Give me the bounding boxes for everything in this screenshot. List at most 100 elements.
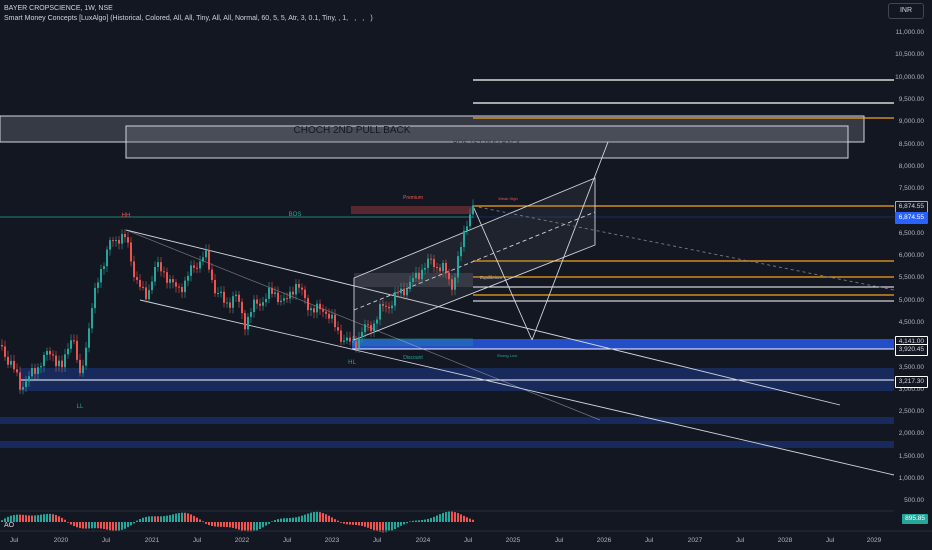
indicator-title[interactable]: Smart Money Concepts [LuxAlgo] (Historic… <box>4 15 373 22</box>
candle-body <box>397 292 399 294</box>
candle-body <box>307 298 309 311</box>
time-tick-label: 2021 <box>144 537 160 544</box>
time-tick-label: 2027 <box>687 537 703 544</box>
candle-body <box>358 337 360 348</box>
time-tick-label: Jul <box>735 537 745 544</box>
ao-bar <box>91 522 93 529</box>
time-tick-label: Jul <box>644 537 654 544</box>
candle-body <box>319 303 321 310</box>
candle-body <box>310 308 312 311</box>
candle-body <box>100 268 102 283</box>
currency-button[interactable]: INR <box>888 3 924 19</box>
candle-body <box>331 314 333 319</box>
time-tick-label: 2024 <box>415 537 431 544</box>
candle-body <box>247 316 249 330</box>
ao-bar <box>52 514 54 522</box>
ao-bar <box>235 522 237 529</box>
ao-bar <box>442 512 444 522</box>
bos-pullback-label: BOS 1ST PULLBACK <box>453 140 521 147</box>
time-tick-label: Jul <box>372 537 382 544</box>
ao-bar <box>85 522 87 529</box>
candle-body <box>112 240 114 242</box>
ao-bar <box>64 519 66 522</box>
symbol-title[interactable]: BAYER CROPSCIENCE, 1W, NSE <box>4 5 113 12</box>
candle-body <box>13 360 15 370</box>
candle-body <box>142 286 144 288</box>
candle-body <box>67 348 69 355</box>
ao-bar <box>163 516 165 522</box>
ao-bar <box>211 522 213 526</box>
ao-bar <box>34 515 36 522</box>
ao-bar <box>43 514 45 522</box>
ao-bar <box>70 522 72 525</box>
time-tick-label: Jul <box>101 537 111 544</box>
price-tag: 6,874.55 <box>894 212 928 224</box>
time-tick-label: 2023 <box>324 537 340 544</box>
ao-bar <box>460 514 462 522</box>
ao-bar <box>406 522 408 524</box>
candle-body <box>154 266 156 282</box>
ao-bar <box>358 522 360 526</box>
candle-body <box>58 360 60 367</box>
candle-body <box>211 269 213 280</box>
candle-body <box>229 302 231 308</box>
ao-bar <box>217 522 219 527</box>
candle-body <box>466 226 468 231</box>
candle-body <box>136 277 138 280</box>
candle-body <box>346 337 348 341</box>
price-tick-label: 6,000.00 <box>898 252 924 259</box>
ao-bar <box>229 522 231 528</box>
ao-bar <box>193 515 195 522</box>
candle-body <box>238 294 240 302</box>
ao-bar <box>466 517 468 522</box>
ao-bar <box>304 514 306 522</box>
ao-bar <box>103 522 105 529</box>
candle-body <box>151 281 153 291</box>
candle-body <box>103 266 105 269</box>
ao-bar <box>418 520 420 522</box>
demand-zone-strong <box>352 339 894 349</box>
candle-body <box>364 324 366 333</box>
premium-zone <box>351 206 473 214</box>
price-tick-label: 1,500.00 <box>898 452 924 460</box>
ao-bar <box>355 522 357 526</box>
ao-bar <box>307 513 309 522</box>
candle-body <box>457 256 459 278</box>
ao-bar <box>145 516 147 522</box>
ao-bar <box>283 518 285 522</box>
candle-body <box>157 262 159 267</box>
ao-bar <box>214 522 216 527</box>
ao-bar <box>4 518 6 522</box>
candle-body <box>16 369 18 373</box>
ao-bar <box>178 512 180 522</box>
ao-bar <box>337 520 339 522</box>
candle-body <box>370 325 372 332</box>
candle-body <box>97 282 99 288</box>
candle-body <box>64 354 66 368</box>
candle-body <box>262 302 264 306</box>
candle-body <box>406 289 408 296</box>
price-tag: 3,920.45 <box>894 344 928 356</box>
ao-bar <box>433 516 435 522</box>
candle-body <box>442 262 444 272</box>
ao-bar <box>250 522 252 532</box>
ao-bar <box>187 513 189 522</box>
candle-body <box>31 368 33 377</box>
candle-body <box>301 287 303 290</box>
candle-body <box>448 272 450 280</box>
price-tick-label: 3,500.00 <box>898 363 924 371</box>
candle-body <box>34 368 36 374</box>
ao-bar <box>349 522 351 525</box>
time-tick-label: 2025 <box>505 537 521 544</box>
ao-bar <box>454 512 456 522</box>
ao-bar <box>376 522 378 532</box>
ao-bar <box>226 522 228 528</box>
candle-body <box>277 292 279 303</box>
candle-body <box>271 287 273 294</box>
candle-body <box>220 291 222 294</box>
candle-body <box>4 346 6 357</box>
ao-bar <box>430 518 432 522</box>
candle-body <box>133 261 135 278</box>
candle-body <box>7 356 9 365</box>
